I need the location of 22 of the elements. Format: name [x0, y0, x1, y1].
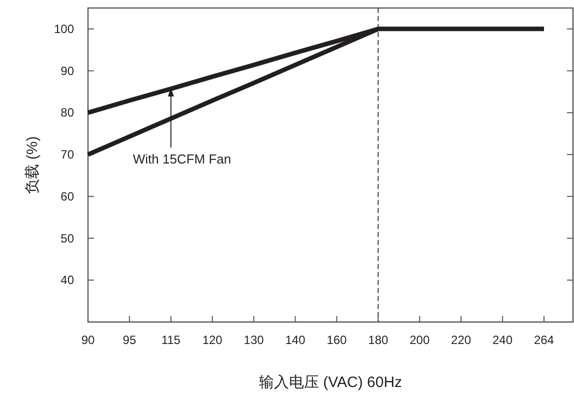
y-axis-title: 负载 (%) [24, 136, 41, 194]
annotation: With 15CFM Fan [132, 152, 232, 167]
x-tick-label: 90 [81, 333, 95, 347]
x-axis-title: 输入电压 (VAC) 60Hz [258, 374, 402, 391]
x-tick-label: 160 [326, 333, 348, 347]
x-tick-label: 220 [451, 333, 472, 347]
x-tick-label: 180 [368, 333, 389, 347]
x-tick-label: 95 [122, 333, 136, 347]
x-tick-label: 200 [410, 333, 430, 347]
x-tick-label: 115 [161, 333, 181, 347]
y-tick-label: 90 [60, 64, 74, 78]
x-tick-label: 264 [534, 333, 554, 347]
y-tick-label: 50 [60, 231, 74, 246]
x-tick-label: 140 [285, 333, 306, 347]
y-tick-label: 40 [60, 273, 74, 288]
y-tick-label: 80 [60, 106, 74, 120]
x-tick-label: 130 [244, 333, 264, 347]
x-tick-label: 120 [202, 333, 223, 347]
y-tick-label: 70 [60, 148, 74, 162]
y-tick-label: 100 [54, 22, 74, 36]
x-tick-label: 240 [492, 333, 513, 347]
y-tick-label: 60 [60, 189, 74, 204]
